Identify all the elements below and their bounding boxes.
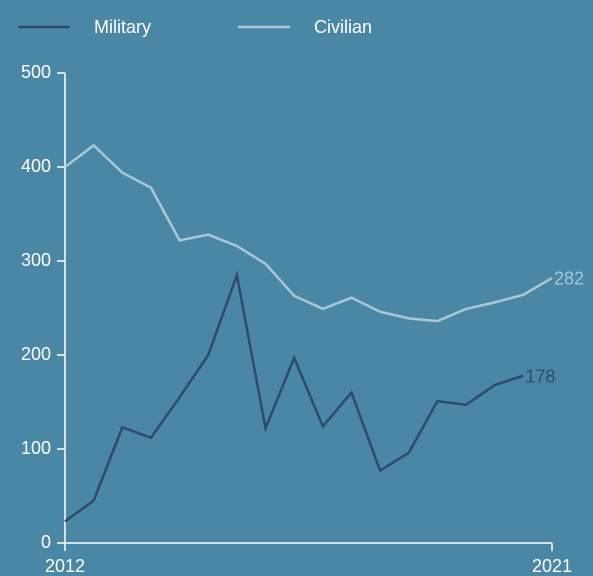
y-tick-label: 200 — [21, 344, 51, 364]
y-tick-label: 500 — [21, 62, 51, 82]
y-tick-label: 400 — [21, 156, 51, 176]
end-value-label: 282 — [554, 269, 584, 289]
y-tick-label: 100 — [21, 438, 51, 458]
y-tick-label: 0 — [41, 532, 51, 552]
legend-label: Civilian — [314, 17, 372, 37]
y-tick-label: 300 — [21, 250, 51, 270]
legend-label: Military — [94, 17, 151, 37]
series-line — [64, 270, 524, 523]
x-tick-label: 2021 — [532, 556, 572, 576]
series-line — [64, 143, 553, 323]
end-value-label: 178 — [525, 366, 555, 386]
x-tick-label: 2012 — [45, 556, 85, 576]
